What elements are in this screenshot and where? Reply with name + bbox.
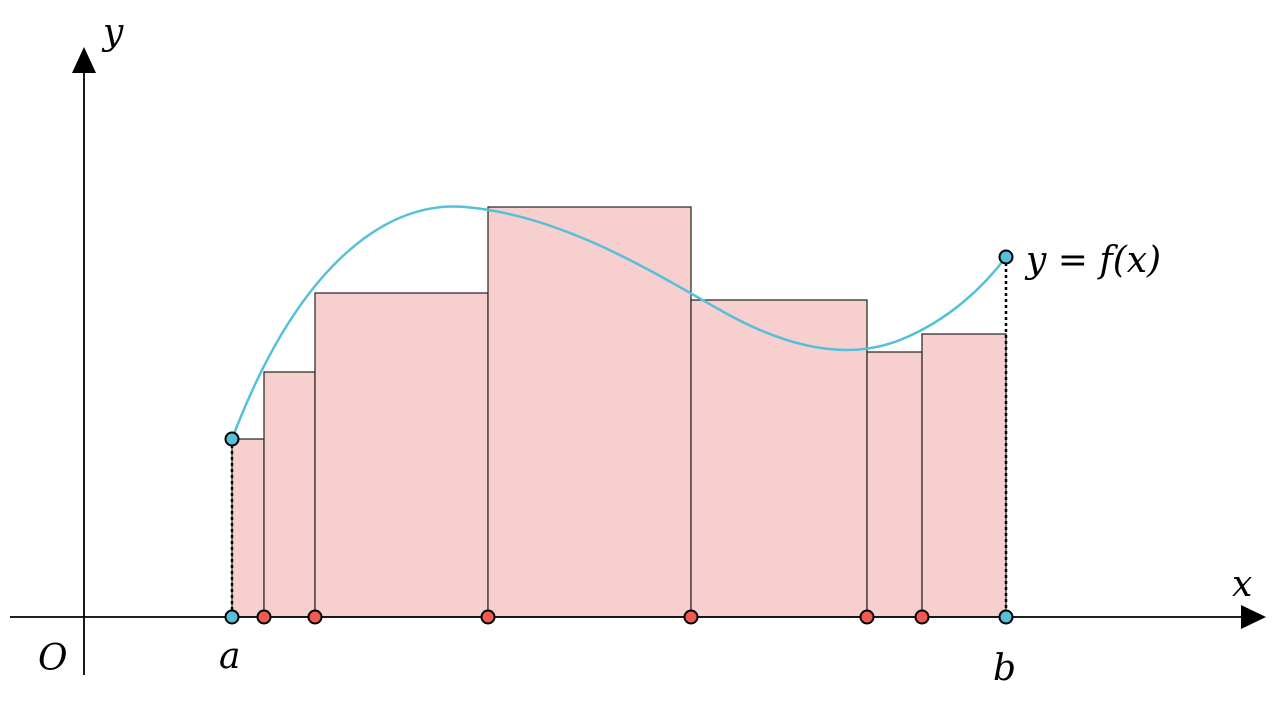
riemann-rect-2: [263, 371, 316, 618]
riemann-rect-4: [487, 206, 692, 618]
endpoint-a-curve: [224, 431, 240, 447]
partition-points: [256, 609, 930, 625]
riemann-rect-7: [921, 333, 1007, 618]
riemann-rect-5: [690, 299, 868, 618]
partition-point: [859, 609, 875, 625]
partition-point: [480, 609, 496, 625]
partition-point: [914, 609, 930, 625]
function-curve: [230, 205, 1007, 440]
origin-label: O: [38, 638, 68, 679]
curve-label: y = f(x): [1024, 240, 1161, 281]
partition-point: [683, 609, 699, 625]
partition-point: [307, 609, 323, 625]
endpoint-a-axis: [224, 609, 240, 625]
point-b-label: b: [993, 648, 1016, 689]
endpoint-b-axis: [998, 609, 1014, 625]
y-axis-label: y: [101, 12, 124, 53]
point-a-label: a: [219, 636, 240, 677]
partition-point: [256, 609, 272, 625]
riemann-rect-1: [231, 438, 265, 618]
endpoint-b-curve: [998, 249, 1014, 265]
y-axis-arrowhead-icon: [72, 47, 96, 73]
riemann-rect-3: [314, 292, 489, 618]
endpoints: [224, 249, 1014, 625]
x-axis-label: x: [1232, 564, 1252, 605]
x-axis-arrowhead-icon: [1241, 605, 1266, 629]
riemann-rectangles: [231, 206, 1007, 618]
riemann-rect-6: [866, 351, 923, 618]
